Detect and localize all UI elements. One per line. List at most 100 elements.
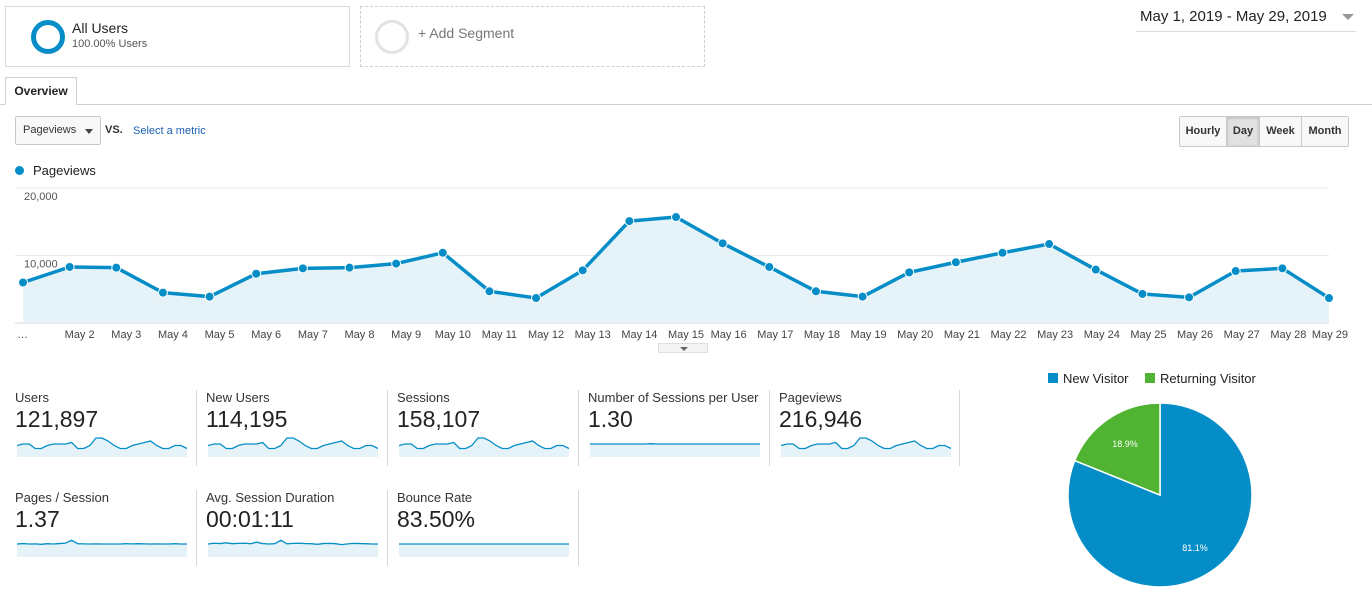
scorecard-new-users[interactable]: New Users 114,195 — [206, 390, 396, 472]
segment-name: All Users — [72, 20, 129, 36]
empty-segment-ring-icon — [375, 20, 409, 54]
x-tick-label: May 7 — [298, 329, 328, 341]
pageviews-line-chart: 20,000 10,000 … May 2 May 3 May 4 May 5 May 6 Ma… — [15, 187, 1348, 341]
period-hourly-button[interactable]: Hourly — [1180, 117, 1227, 146]
chart-collapse-handle[interactable] — [658, 343, 708, 353]
scorecard-label: Avg. Session Duration — [206, 490, 335, 505]
scorecard-bounce-rate[interactable]: Bounce Rate 83.50% — [397, 490, 587, 572]
period-week-button[interactable]: Week — [1260, 117, 1302, 146]
scorecard-label: Sessions — [397, 390, 450, 405]
x-tick-label: May 23 — [1037, 329, 1073, 341]
date-range-picker[interactable]: May 1, 2019 - May 29, 2019 — [1136, 6, 1356, 32]
y-tick-label: 20,000 — [24, 191, 58, 203]
data-point — [577, 265, 588, 276]
data-point — [251, 268, 262, 279]
data-point — [857, 291, 868, 302]
scorecard-pageviews[interactable]: Pageviews 216,946 — [779, 390, 969, 472]
visitor-type-pie-chart: 81.1% 18.9% — [1067, 402, 1253, 588]
metric-dropdown[interactable]: Pageviews — [15, 116, 101, 145]
scorecard-pages-per-session[interactable]: Pages / Session 1.37 — [15, 490, 205, 572]
x-tick-label: May 22 — [990, 329, 1026, 341]
legend-swatch-new-visitor — [1048, 373, 1058, 383]
data-point — [391, 258, 402, 269]
x-tick-label: May 20 — [897, 329, 933, 341]
sparkline-line — [208, 539, 378, 546]
select-metric-link[interactable]: Select a metric — [133, 125, 206, 137]
pie-label-returning-visitor: 18.9% — [1112, 439, 1138, 449]
period-month-button[interactable]: Month — [1302, 117, 1348, 146]
scorecard-sessions[interactable]: Sessions 158,107 — [397, 390, 587, 472]
x-tick-label: May 14 — [621, 329, 657, 341]
data-point — [671, 212, 681, 223]
segment-all-users[interactable]: All Users 100.00% Users — [5, 6, 350, 67]
x-tick-label: May 19 — [851, 329, 887, 341]
x-tick-label: May 15 — [668, 329, 704, 341]
data-point — [64, 261, 75, 272]
data-point — [764, 261, 775, 272]
sparkline-line — [399, 437, 569, 450]
x-tick-label: May 10 — [435, 329, 471, 341]
scorecard-sessions-per-user[interactable]: Number of Sessions per User 1.30 — [588, 390, 778, 472]
x-tick-label: … — [17, 329, 28, 341]
x-tick-label: May 17 — [757, 329, 793, 341]
chevron-down-icon — [680, 347, 688, 351]
data-point — [1184, 292, 1195, 303]
pie-legend-returning-visitor[interactable]: Returning Visitor — [1160, 371, 1256, 386]
card-divider — [387, 390, 388, 466]
scorecard-value: 1.37 — [15, 506, 60, 532]
scorecard-label: New Users — [206, 390, 270, 405]
data-point — [717, 238, 728, 249]
data-point — [1277, 263, 1288, 274]
x-tick-label: May 28 — [1270, 329, 1306, 341]
data-point — [204, 291, 215, 302]
add-segment-label: + Add Segment — [418, 25, 515, 41]
scorecard-sparkline — [208, 539, 378, 557]
x-tick-label: May 26 — [1177, 329, 1213, 341]
sparkline-area — [208, 540, 378, 557]
scorecard-sparkline — [208, 437, 378, 457]
pie-slice-returning-visitor — [1073, 402, 1161, 497]
data-point — [1044, 239, 1055, 250]
sparkline-line — [17, 437, 187, 450]
metric-dropdown-label: Pageviews — [23, 124, 77, 136]
tab-overview[interactable]: Overview — [5, 77, 77, 105]
legend-swatch-returning-visitor — [1145, 373, 1155, 383]
data-point — [950, 257, 961, 268]
x-tick-label: May 3 — [111, 329, 141, 341]
segment-ring-icon — [31, 20, 65, 54]
scorecard-value: 1.30 — [588, 406, 633, 432]
add-segment-button[interactable]: + Add Segment — [360, 6, 705, 67]
data-point — [904, 267, 915, 278]
x-tick-label: May 5 — [205, 329, 235, 341]
sparkline-line — [17, 539, 187, 545]
data-point — [18, 277, 28, 288]
data-point — [111, 262, 122, 273]
x-tick-label: May 9 — [391, 329, 421, 341]
scorecard-label: Number of Sessions per User — [588, 390, 759, 405]
x-tick-label: May 6 — [251, 329, 281, 341]
x-tick-label: May 29 — [1312, 329, 1348, 341]
scorecard-users[interactable]: Users 121,897 — [15, 390, 205, 472]
sparkline-line — [208, 437, 378, 450]
data-point — [437, 247, 448, 258]
sparkline-area — [399, 544, 569, 557]
chart-legend-label: Pageviews — [33, 163, 96, 178]
scorecard-value: 114,195 — [206, 406, 288, 432]
chevron-down-icon — [85, 129, 93, 134]
scorecard-avg-session-duration[interactable]: Avg. Session Duration 00:01:11 — [206, 490, 396, 572]
data-point — [1090, 264, 1101, 275]
pie-legend-new-visitor[interactable]: New Visitor — [1063, 371, 1129, 386]
scorecard-value: 83.50% — [397, 506, 476, 532]
data-point — [810, 286, 821, 297]
x-tick-label: May 21 — [944, 329, 980, 341]
period-day-button[interactable]: Day — [1227, 117, 1260, 146]
sparkline-area — [590, 443, 760, 457]
scorecard-value: 216,946 — [779, 406, 863, 432]
card-divider — [578, 390, 579, 466]
x-tick-label: May 2 — [65, 329, 95, 341]
x-tick-label: May 4 — [158, 329, 188, 341]
data-point — [1324, 293, 1334, 304]
pie-label-new-visitor: 81.1% — [1182, 543, 1208, 553]
x-tick-label: May 24 — [1084, 329, 1120, 341]
tab-divider — [0, 104, 1372, 105]
